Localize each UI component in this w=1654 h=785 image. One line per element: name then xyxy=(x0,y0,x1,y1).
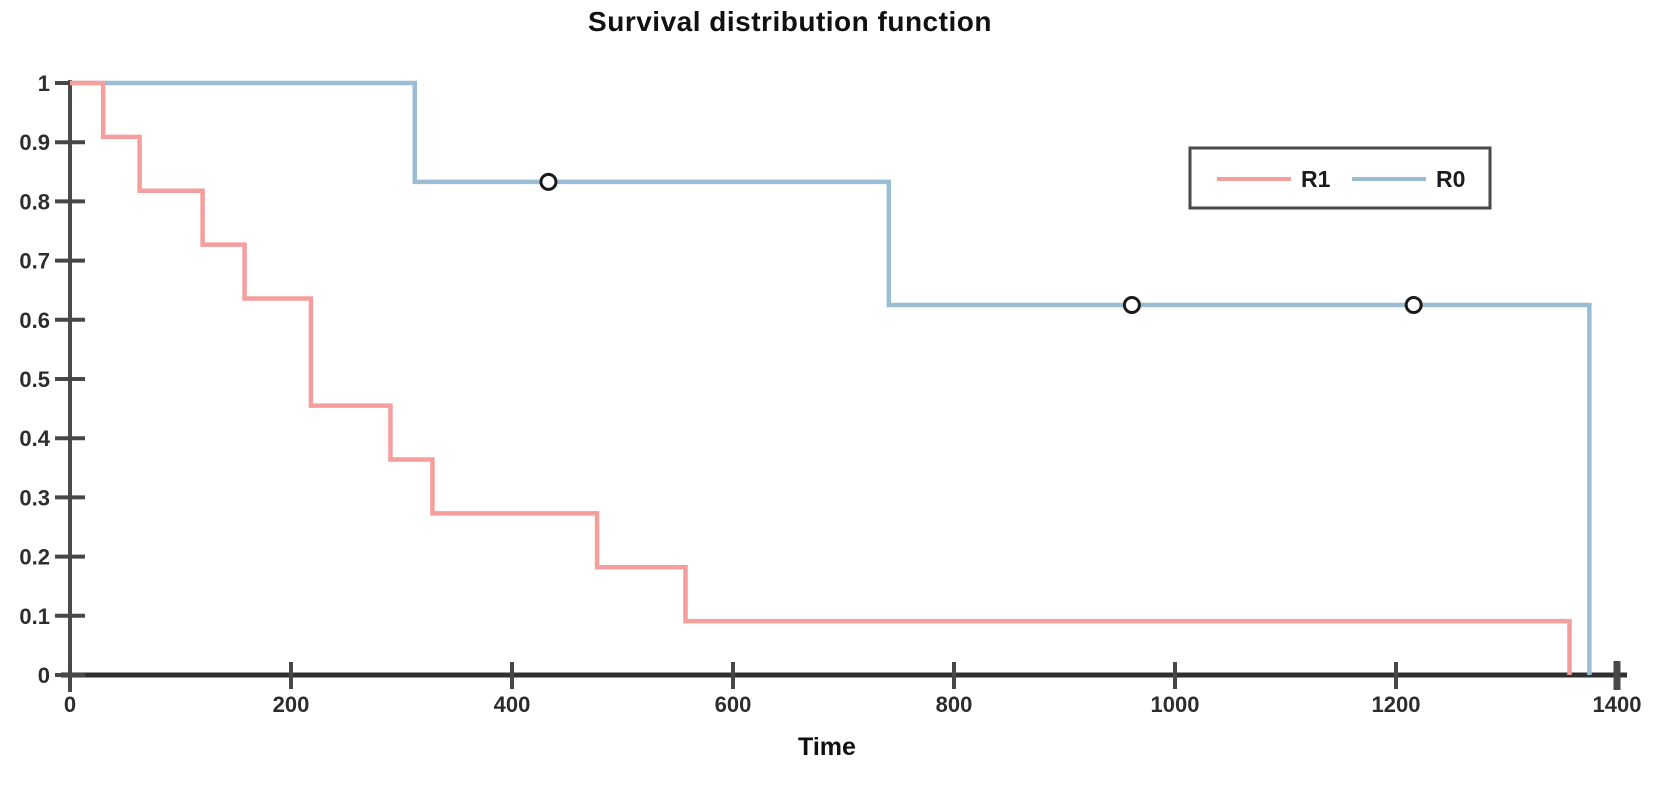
y-tick-label: 0.2 xyxy=(19,545,50,570)
series-r1-line xyxy=(70,80,1572,675)
y-tick-label: 0.4 xyxy=(19,426,50,451)
axes xyxy=(55,80,1627,692)
chart-title: Survival distribution function xyxy=(588,6,992,37)
y-tick-label: 0.7 xyxy=(19,249,50,274)
y-tick-label: 0.1 xyxy=(19,604,50,629)
x-tick-label: 200 xyxy=(273,692,310,717)
x-tick-label: 800 xyxy=(936,692,973,717)
y-tick-label: 0.3 xyxy=(19,485,50,510)
x-tick-label: 1200 xyxy=(1372,692,1421,717)
y-tick-label: 0 xyxy=(38,663,50,688)
series-r0-line xyxy=(70,80,1592,675)
y-tick-label: 1 xyxy=(38,71,50,96)
y-tick-label: 0.8 xyxy=(19,189,50,214)
x-tick-label: 1000 xyxy=(1151,692,1200,717)
series-lines xyxy=(70,80,1592,675)
legend-label-r0: R0 xyxy=(1436,166,1465,192)
censor-mark-r0 xyxy=(1122,296,1141,314)
censor-mark-r0 xyxy=(539,172,558,191)
x-tick-label: 600 xyxy=(715,692,752,717)
tick-labels: 0 0.1 0.2 0.3 0.4 0.5 0.6 0.7 0.8 0.9 1 0 200 400 600 8… xyxy=(19,71,1641,717)
censor-mark-r0 xyxy=(1404,296,1423,314)
y-tick-label: 0.6 xyxy=(19,308,50,333)
x-tick-label: 1400 xyxy=(1593,692,1642,717)
x-tick-label: 0 xyxy=(64,692,76,717)
y-tick-label: 0.9 xyxy=(19,130,50,155)
censor-markers xyxy=(539,172,1423,314)
legend-box xyxy=(1188,146,1492,210)
x-axis-label: Time xyxy=(798,733,856,761)
y-tick-label: 0.5 xyxy=(19,367,50,392)
x-tick-label: 400 xyxy=(494,692,531,717)
legend-label-r1: R1 xyxy=(1301,166,1331,192)
legend: R1 R0 xyxy=(1188,146,1492,210)
